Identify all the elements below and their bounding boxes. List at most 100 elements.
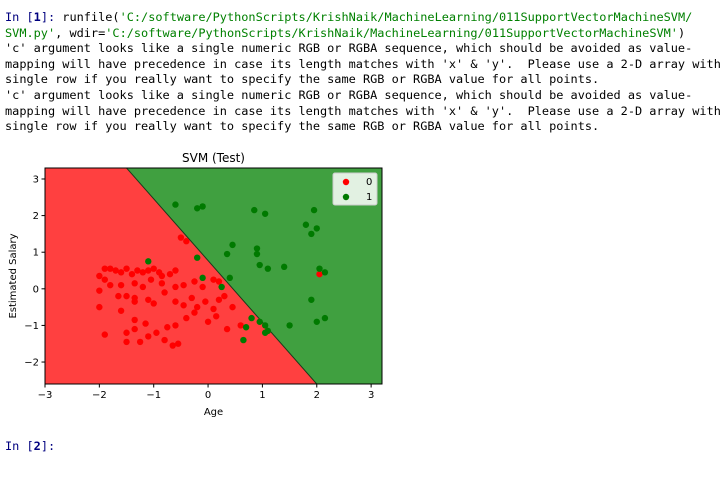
class-0-point <box>136 338 144 346</box>
class-1-point <box>321 269 329 276</box>
class-0-point <box>153 329 160 336</box>
class-0-point <box>96 287 103 294</box>
class-1-point <box>302 221 310 228</box>
warning-line: 'c' argument looks like a single numeric… <box>5 88 693 102</box>
class-1-region <box>126 168 382 384</box>
wdir-string: 'C:/software/PythonScripts/KrishNaik/Mac… <box>105 25 678 40</box>
class-0-point <box>117 307 125 314</box>
wdir-keyword: , wdir= <box>55 25 106 40</box>
class-1-point <box>313 318 320 325</box>
class-0-point <box>145 333 152 340</box>
input-prompt-suffix: ]: <box>40 439 63 453</box>
class-0-point <box>316 270 323 278</box>
class-0-point <box>180 281 187 289</box>
class-0-point <box>180 302 187 309</box>
class-0-point <box>101 331 108 338</box>
y-axis-label: Estimated Salary <box>8 233 19 318</box>
class-0-point <box>112 267 119 274</box>
class-0-point <box>183 238 190 245</box>
class-1-point <box>261 210 269 217</box>
input-line-1: In [1]: runfile('C:/software/PythonScrip… <box>5 10 692 26</box>
class-0-point <box>199 283 206 291</box>
x-axis-label: Age <box>204 407 223 418</box>
class-0-point <box>172 283 179 291</box>
class-0-point <box>150 265 157 272</box>
class-0-point <box>123 292 130 300</box>
x-axis-ticks: −3 −2 −1 0 1 2 3 <box>38 384 374 401</box>
class-1-point <box>240 336 247 344</box>
class-0-point <box>117 269 125 276</box>
class-1-point <box>199 203 206 210</box>
class-1-point <box>256 318 263 325</box>
class-0-point <box>139 283 147 291</box>
runfile-path-string-end: SVM.py' <box>5 25 56 40</box>
class-1-point <box>172 201 179 208</box>
warning-line: single row if you really want to specify… <box>5 72 600 87</box>
x-tick-label: −2 <box>92 390 107 401</box>
warning-line: 'c' argument looks like a single numeric… <box>5 41 693 56</box>
legend: 0 1 <box>332 172 378 206</box>
class-0-point <box>193 303 201 311</box>
class-0-point <box>166 270 174 278</box>
class-0-point <box>128 270 136 278</box>
class-0-point <box>183 314 190 322</box>
class-0-point <box>142 320 149 327</box>
class-0-point <box>123 338 130 346</box>
class-0-point <box>107 265 114 272</box>
class-0-point <box>188 294 195 302</box>
input-line-3[interactable]: In [2]: <box>5 439 62 455</box>
class-0-point <box>134 267 141 274</box>
class-0-point <box>117 281 125 289</box>
class-0-point <box>131 316 138 324</box>
class-1-point <box>308 230 315 238</box>
chart-title: SVM (Test) <box>182 151 245 165</box>
class-0-point <box>172 298 179 305</box>
class-0-point <box>177 234 185 241</box>
class-0-point <box>164 324 171 331</box>
y-tick-label: 1 <box>33 248 39 259</box>
class-0-point <box>213 313 220 320</box>
class-0-point <box>172 322 179 329</box>
class-1-point <box>310 206 318 214</box>
class-0-point <box>204 318 212 325</box>
class-1-point <box>242 324 250 331</box>
class-1-point <box>253 250 261 258</box>
class-1-point <box>308 296 315 303</box>
class-1-point <box>226 274 234 282</box>
class-0-point <box>115 292 122 300</box>
class-0-point <box>96 303 103 311</box>
class-1-point <box>199 274 206 282</box>
class-0-point <box>131 280 138 287</box>
input-prompt-prefix: In [ <box>5 10 34 24</box>
class-0-point <box>123 329 130 336</box>
y-tick-label: −1 <box>24 321 39 332</box>
class-1-point <box>264 265 272 272</box>
class-0-point <box>150 300 157 307</box>
class-0-point <box>191 278 198 285</box>
class-0-point <box>107 281 114 289</box>
call-close-paren: ) <box>677 25 686 40</box>
input-prompt-number: 2 <box>33 439 41 453</box>
class-0-point <box>145 267 152 274</box>
class-0-point <box>202 298 209 305</box>
svm-test-plot: −3 −2 −1 0 1 2 3 −2 −1 0 1 2 3 SVM (Test) Age Estim… <box>8 151 383 418</box>
x-tick-label: 1 <box>259 390 265 401</box>
x-tick-label: 3 <box>368 390 374 401</box>
class-0-point <box>237 322 244 329</box>
y-tick-label: −2 <box>24 358 39 369</box>
class-0-point <box>101 276 108 283</box>
x-tick-label: −3 <box>38 390 53 401</box>
class-0-point <box>221 292 228 300</box>
class-0-point <box>210 276 217 283</box>
class-1-point <box>223 250 231 258</box>
class-0-point <box>174 340 182 347</box>
warning-line: single row if you really want to specify… <box>5 119 600 134</box>
class-1-point <box>256 261 263 269</box>
class-1-point <box>261 322 269 329</box>
class-0-point <box>169 342 176 349</box>
runfile-path-string: 'C:/software/PythonScripts/KrishNaik/Mac… <box>119 10 693 24</box>
runfile-call: runfile( <box>62 10 120 24</box>
legend-marker-class-1 <box>342 193 350 201</box>
class-0-point <box>191 309 198 316</box>
